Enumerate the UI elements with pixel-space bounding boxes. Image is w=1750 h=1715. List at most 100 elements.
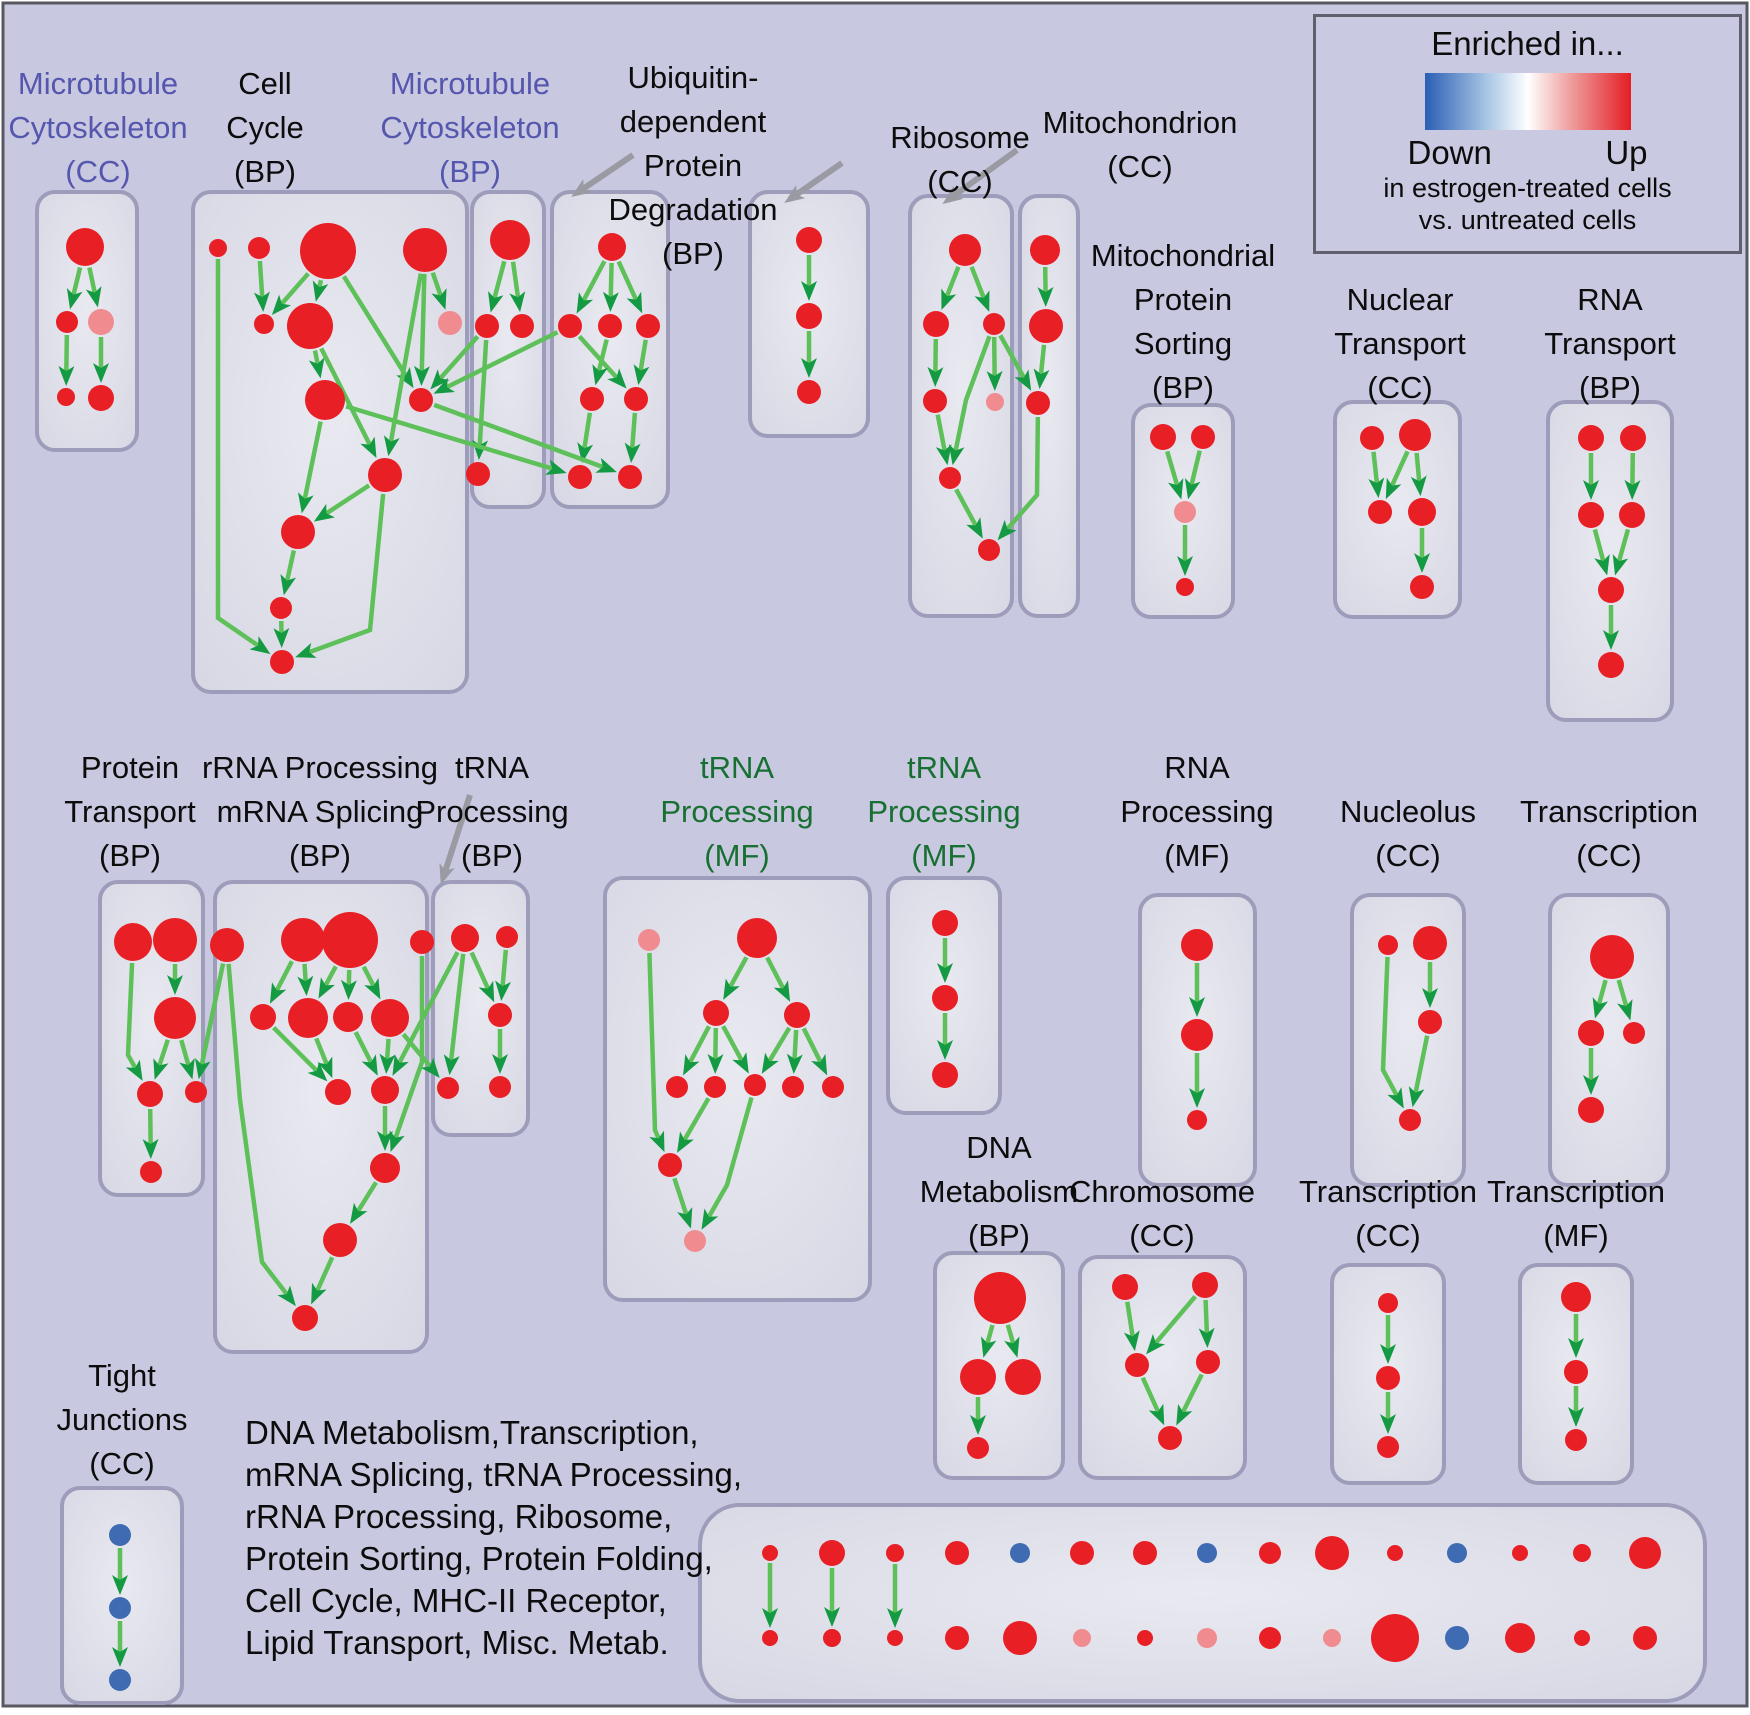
lbl-rrna: mRNA Splicing bbox=[217, 794, 424, 829]
go-term-node-mt-cc bbox=[66, 228, 104, 266]
cross-edge-arrow bbox=[433, 330, 559, 394]
go-term-node-cell-cycle bbox=[300, 223, 356, 279]
edge-arrow-rrna-mrna bbox=[340, 969, 357, 1001]
lbl-nucleolus: (CC) bbox=[1375, 838, 1440, 873]
go-term-node-transcription-mf bbox=[1564, 1360, 1588, 1384]
go-term-node-rrna-mrna bbox=[292, 1305, 318, 1331]
go-term-node-mt-cc bbox=[88, 309, 114, 335]
go-term-node-rna-transport bbox=[1598, 652, 1624, 678]
lbl-ubiquitin: Ubiquitin- bbox=[628, 60, 759, 95]
go-term-node-trna-mf-big bbox=[684, 1230, 706, 1252]
lbl-dna-met: (BP) bbox=[968, 1218, 1030, 1253]
go-term-node-mitochondrion bbox=[1029, 309, 1063, 343]
go-term-node-strip-top bbox=[1070, 1541, 1094, 1565]
cluster-box-misc-strip bbox=[698, 1503, 1707, 1703]
go-term-node-dna-metabolism bbox=[1005, 1359, 1041, 1395]
lbl-trna-bp: Processing bbox=[415, 794, 568, 829]
go-term-node-cell-cycle bbox=[270, 650, 294, 674]
go-term-node-mt-bp bbox=[510, 314, 534, 338]
go-term-node-cell-cycle bbox=[248, 237, 270, 259]
edge-arrow-cell-cycle bbox=[319, 347, 377, 459]
edge-arrow-trna-mf-big bbox=[672, 1177, 693, 1229]
go-term-node-nucleolus bbox=[1413, 926, 1447, 960]
edge-arrow-ubiquitin-a bbox=[616, 260, 643, 314]
go-term-node-rrna-mrna bbox=[250, 1004, 276, 1030]
go-term-node-rna-transport bbox=[1619, 502, 1645, 528]
lbl-mt-bp: Cytoskeleton bbox=[380, 110, 559, 145]
edge-arrow-mt-bp bbox=[509, 261, 526, 313]
lbl-trans-mf: Transcription bbox=[1487, 1174, 1665, 1209]
go-term-node-rna-transport bbox=[1578, 425, 1604, 451]
legend-subtitle-2: vs. untreated cells bbox=[1418, 205, 1637, 235]
misc-line: Cell Cycle, MHC-II Receptor, bbox=[245, 1582, 667, 1619]
go-term-node-protein-transport bbox=[137, 1081, 163, 1107]
lbl-ubiquitin: (BP) bbox=[662, 236, 724, 271]
go-term-node-protein-transport bbox=[185, 1081, 207, 1103]
go-term-node-ribosome bbox=[986, 393, 1004, 411]
lbl-trans-cc-bot: Transcription bbox=[1299, 1174, 1477, 1209]
go-term-node-ubiquitin-a bbox=[598, 314, 622, 338]
go-term-node-rna-transport bbox=[1578, 502, 1604, 528]
go-term-node-trna-bp bbox=[488, 1003, 512, 1027]
go-term-node-transcription-mf bbox=[1561, 1282, 1591, 1312]
go-term-node-cell-cycle bbox=[281, 515, 315, 549]
cross-edge-arrow bbox=[433, 402, 617, 473]
go-term-node-ribosome bbox=[923, 311, 949, 337]
misc-line: mRNA Splicing, tRNA Processing, bbox=[245, 1456, 743, 1493]
go-term-node-trna-bp bbox=[437, 1077, 459, 1099]
cluster-box-mt-bp bbox=[470, 190, 546, 509]
lbl-trna-mf-small: Processing bbox=[867, 794, 1020, 829]
cluster-box-chromosome bbox=[1078, 1255, 1247, 1480]
go-term-node-strip-top bbox=[1447, 1543, 1467, 1563]
go-term-node-trna-mf-small bbox=[932, 1062, 958, 1088]
go-term-node-mt-bp bbox=[466, 462, 490, 486]
legend-title: Enriched in... bbox=[1431, 25, 1624, 62]
go-term-node-chromosome bbox=[1192, 1272, 1218, 1298]
edge-arrow-mt-cc bbox=[85, 267, 102, 308]
lbl-rna-transport: Transport bbox=[1544, 326, 1676, 361]
edge-arrow-rrna-mrna bbox=[314, 1037, 333, 1079]
go-term-node-strip-bottom bbox=[1073, 1629, 1091, 1647]
edge-arrow-trna-mf-big bbox=[721, 1025, 749, 1074]
lbl-trna-mf-small: (MF) bbox=[911, 838, 976, 873]
edge-arrow-rrna-mrna bbox=[297, 963, 314, 997]
go-term-node-strip-bottom bbox=[1574, 1630, 1590, 1646]
go-term-node-protein-transport bbox=[154, 997, 196, 1039]
go-term-node-strip-bottom bbox=[1003, 1621, 1037, 1655]
go-term-node-ubiquitin-a bbox=[580, 387, 604, 411]
go-term-node-nuclear-transport bbox=[1368, 500, 1392, 524]
cross-edge-arrow bbox=[392, 951, 460, 1076]
misc-line: DNA Metabolism,Transcription, bbox=[245, 1414, 699, 1451]
lbl-ribosome: Ribosome bbox=[890, 120, 1030, 155]
go-term-node-nuclear-transport bbox=[1408, 498, 1436, 526]
edge-arrow-rna-transport bbox=[1592, 528, 1610, 576]
edge-arrow-cell-cycle bbox=[295, 493, 386, 658]
edge-arrow-ubiquitin-a bbox=[624, 412, 641, 464]
edge-arrow-mt-bp bbox=[488, 260, 507, 313]
cluster-box-nucleolus bbox=[1350, 893, 1466, 1187]
go-term-node-mito-sort bbox=[1176, 578, 1194, 596]
lbl-dna-met: Metabolism bbox=[920, 1174, 1079, 1209]
edge-arrow-trna-bp bbox=[443, 953, 466, 1076]
edge-arrow-cell-cycle bbox=[430, 271, 447, 310]
lbl-ribosome: (CC) bbox=[927, 164, 992, 199]
edge-arrow-trna-mf-big bbox=[761, 1026, 792, 1074]
go-term-node-strip-bottom bbox=[1633, 1626, 1657, 1650]
edge-arrow-ribosome bbox=[948, 335, 992, 466]
lbl-mito-sort: (BP) bbox=[1152, 370, 1214, 405]
lbl-cell-cycle: (BP) bbox=[234, 154, 296, 189]
edge-arrow-trna-mf-big bbox=[786, 1029, 803, 1075]
lbl-dna-met: DNA bbox=[966, 1130, 1032, 1165]
lbl-nucleolus: Nucleolus bbox=[1340, 794, 1476, 829]
go-term-node-rrna-mrna bbox=[325, 1079, 351, 1105]
edge-arrow-ribosome bbox=[935, 414, 952, 466]
go-term-node-trna-mf-big bbox=[703, 1000, 729, 1026]
edge-arrow-rrna-mrna bbox=[361, 965, 381, 1000]
edge-arrow-dna-metabolism bbox=[1004, 1324, 1020, 1358]
go-term-node-chromosome bbox=[1196, 1350, 1220, 1374]
edge-arrow-rna-transport bbox=[1624, 452, 1641, 501]
edge-arrow-rrna-mrna bbox=[311, 1256, 335, 1305]
lbl-mt-cc: (CC) bbox=[65, 154, 130, 189]
lbl-trna-bp: tRNA bbox=[455, 750, 529, 785]
edge-arrow-ubiquitin-a bbox=[577, 412, 594, 464]
